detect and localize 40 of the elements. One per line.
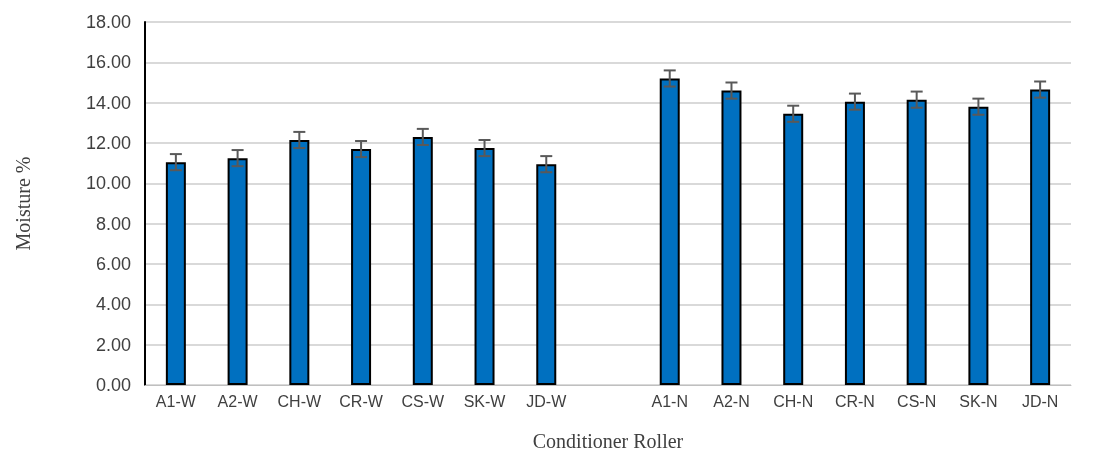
bar — [289, 139, 310, 385]
bar — [721, 90, 742, 385]
bar — [1030, 89, 1051, 385]
y-tick-label: 14.00 — [85, 92, 131, 113]
y-tick-label: 18.00 — [85, 12, 131, 32]
x-tick-label: CH-N — [773, 392, 814, 410]
x-tick-label: CR-N — [834, 392, 875, 410]
bar — [165, 162, 186, 385]
bar — [474, 148, 495, 385]
x-tick-label: A2-N — [713, 392, 750, 410]
x-tick-label: SK-N — [959, 392, 998, 410]
x-tick-label: CS-N — [897, 392, 937, 410]
y-tick-label: 4.00 — [95, 294, 131, 315]
y-tick-label: 2.00 — [95, 334, 131, 355]
y-axis-title: Moisture % — [12, 156, 34, 251]
y-tick-label: 0.00 — [95, 375, 131, 395]
x-tick-label: JD-N — [1021, 392, 1059, 410]
x-tick-label: CH-W — [277, 392, 322, 410]
bar — [536, 164, 557, 385]
bar — [227, 158, 248, 385]
bar — [783, 113, 804, 385]
bar — [351, 149, 372, 385]
bar — [968, 106, 989, 385]
bar — [906, 99, 927, 385]
bar — [844, 101, 865, 385]
bar — [412, 136, 433, 385]
y-tick-label: 12.00 — [85, 133, 131, 153]
x-tick-label: A1-N — [651, 392, 688, 410]
x-tick-label: SK-W — [463, 392, 507, 410]
x-tick-label: A2-W — [217, 392, 259, 410]
x-axis-title: Conditioner Roller — [532, 430, 684, 452]
y-tick-label: 10.00 — [85, 173, 131, 194]
y-tick-label: 16.00 — [85, 52, 131, 73]
x-tick-label: CR-W — [339, 392, 384, 410]
x-tick-label: CS-W — [401, 392, 446, 410]
x-tick-label: JD-W — [526, 392, 568, 410]
x-tick-label: A1-W — [155, 392, 197, 410]
y-tick-label: 6.00 — [95, 254, 131, 274]
y-tick-label: 8.00 — [95, 213, 131, 234]
bar — [659, 78, 680, 385]
